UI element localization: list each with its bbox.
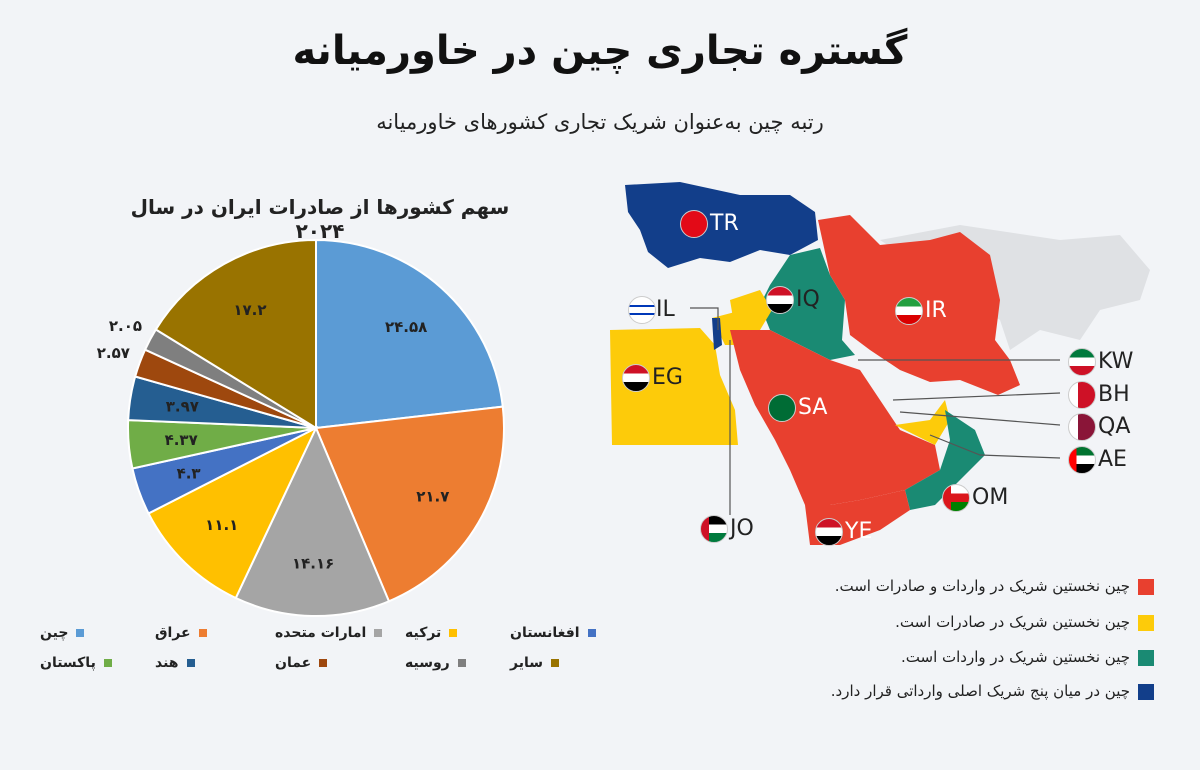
map-saudi-arabia xyxy=(730,330,940,505)
legend-swatch xyxy=(319,659,328,667)
page-title: گستره تجاری چین در خاورمیانه xyxy=(292,28,908,74)
country-code-ae: AE xyxy=(1098,447,1127,472)
legend-swatch xyxy=(551,659,559,667)
kuwait-flag-icon xyxy=(1068,348,1096,376)
pie-slice-label: ۳.۹۷ xyxy=(166,397,199,415)
pie-slice xyxy=(234,425,391,617)
map-legend-item-blue: چین در میان پنج شریک اصلی وارداتی قرار د… xyxy=(790,682,1154,700)
legend-swatch xyxy=(457,659,466,667)
pie-slice-label: ۱۱.۱ xyxy=(205,516,238,534)
connector-qa xyxy=(899,411,1061,426)
country-code-kw: KW xyxy=(1098,349,1134,374)
pie-slice-label: ۲.۰۵ xyxy=(109,317,142,335)
country-code-qa: QA xyxy=(1098,414,1131,439)
pie-legend-item: هند xyxy=(155,655,195,671)
israel-flag-icon xyxy=(628,296,656,324)
map-turkey xyxy=(625,182,818,268)
pie-legend-label: عمان xyxy=(275,655,312,671)
pie-slice-label: ۲۱.۷ xyxy=(416,487,449,505)
legend-swatch xyxy=(198,629,207,637)
legend-swatch xyxy=(103,659,112,667)
country-code-jo: JO xyxy=(730,516,754,541)
pie-legend-item: امارات متحده xyxy=(275,625,383,641)
country-code-tr: TR xyxy=(710,211,739,236)
pie-legend-label: ترکیه xyxy=(405,625,442,641)
connector-il xyxy=(690,307,719,330)
pie-legend-label: روسیه xyxy=(405,655,450,671)
legend-swatch xyxy=(449,629,458,637)
legend-swatch xyxy=(186,659,195,667)
map-iraq xyxy=(760,248,855,360)
chart-title: سهم کشورها از صادرات ایران در سال ۲۰۲۴ xyxy=(130,195,510,243)
pie-legend-item: روسیه xyxy=(405,655,466,671)
country-code-om: OM xyxy=(972,485,1009,510)
yemen-flag-icon xyxy=(815,518,843,546)
pie-legend-item: ترکیه xyxy=(405,625,458,641)
bahrain-flag-icon xyxy=(1068,381,1096,409)
map-uae xyxy=(895,400,950,445)
country-code-bh: BH xyxy=(1098,382,1130,407)
pie-slice-label: ۲.۵۷ xyxy=(97,344,130,362)
pie-legend-item: عمان xyxy=(275,655,328,671)
pie-legend-label: چین xyxy=(40,625,69,641)
pie-slice-label: ۱۴.۱۶ xyxy=(292,554,334,572)
pie-slice-label: ۴.۳ xyxy=(177,465,201,483)
map-oman xyxy=(905,410,985,510)
pie-slice xyxy=(147,425,319,600)
legend-swatch xyxy=(1138,650,1154,666)
saudi-flag-icon xyxy=(768,394,796,422)
legend-swatch xyxy=(587,629,596,637)
pie-legend: چین عراق امارات متحده ترکیه افغانستان پاکستان… xyxy=(40,625,620,695)
pie-legend-label: افغانستان xyxy=(510,625,580,641)
country-code-ir: IR xyxy=(925,298,947,323)
map-legend-item-red: چین نخستین شریک در واردات و صادرات است. xyxy=(790,577,1154,595)
oman-flag-icon xyxy=(942,484,970,512)
pie-legend-item: افغانستان xyxy=(510,625,596,641)
pie-legend-label: سایر xyxy=(510,655,543,671)
pie-slice-label: ۴.۳۷ xyxy=(165,431,198,449)
connector-bh xyxy=(892,392,1061,401)
map-legend-item-teal: چین نخستین شریک در واردات است. xyxy=(790,648,1154,666)
country-code-ye: YE xyxy=(845,519,873,544)
pie-legend-item: پاکستان xyxy=(40,655,112,671)
uae-flag-icon xyxy=(1068,446,1096,474)
qatar-flag-icon xyxy=(1068,413,1096,441)
pie-legend-label: هند xyxy=(155,655,179,671)
legend-swatch xyxy=(1138,615,1154,631)
iran-flag-icon xyxy=(895,297,923,325)
map-israel xyxy=(712,318,722,350)
pie-slice xyxy=(314,405,505,603)
turkey-flag-icon xyxy=(680,210,708,238)
legend-swatch xyxy=(374,629,383,637)
legend-swatch xyxy=(1138,579,1154,595)
legend-swatch xyxy=(1138,684,1154,700)
country-code-eg: EG xyxy=(652,365,683,390)
pie-slice-label: ۱۷.۲ xyxy=(233,301,266,319)
pie-legend-item: سایر xyxy=(510,655,559,671)
page-subtitle: رتبه چین به‌عنوان شریک تجاری کشورهای خاو… xyxy=(376,110,824,134)
country-code-sa: SA xyxy=(798,395,828,420)
country-code-iq: IQ xyxy=(796,287,820,312)
map-legend-item-yellow: چین نخستین شریک در صادرات است. xyxy=(790,613,1154,631)
jordan-flag-icon xyxy=(700,515,728,543)
map-egypt xyxy=(610,328,738,445)
legend-swatch xyxy=(76,629,85,637)
pie-legend-label: عراق xyxy=(155,625,191,641)
pie-legend-label: پاکستان xyxy=(40,655,96,671)
pie-slice-label: ۲۴.۵۸ xyxy=(385,318,427,336)
egypt-flag-icon xyxy=(622,364,650,392)
pie-slice xyxy=(154,238,317,430)
pie-legend-label: امارات متحده xyxy=(275,625,367,641)
pie-legend-item: عراق xyxy=(155,625,207,641)
iraq-flag-icon xyxy=(766,286,794,314)
pie-slice xyxy=(315,238,504,430)
connector-ae xyxy=(929,434,1061,459)
country-code-il: IL xyxy=(656,297,675,322)
pie-slices: ۲۴.۵۸ ۲۱.۷ ۱۴.۱۶ ۱۱.۱ ۴.۳ ۴.۳۷ ۳.۹۷ ۲.۵۷ ۲.۰۵ ۱۷.… xyxy=(97,238,505,617)
pie-legend-item: چین xyxy=(40,625,85,641)
